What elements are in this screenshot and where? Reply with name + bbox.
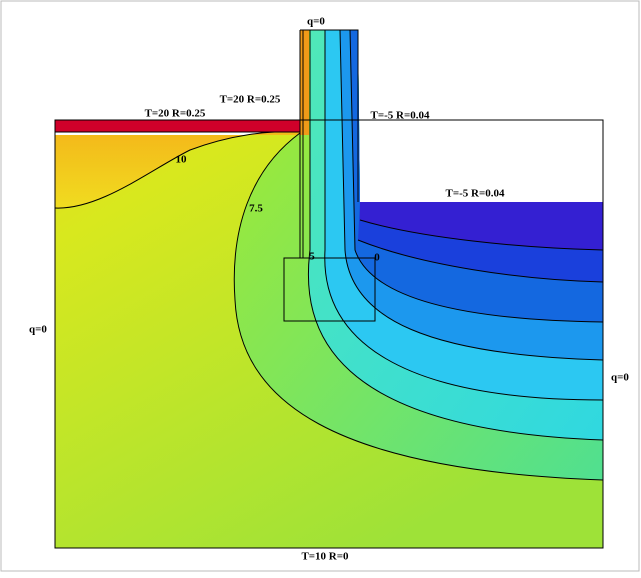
contour-label: 5 <box>309 251 315 263</box>
boundary-label: T=10 R=0 <box>301 551 349 563</box>
boundary-label: T=20 R=0.25 <box>220 94 281 106</box>
diagram: q=0 T=20 R=0.25 T=20 R=0.25 T=-5 R=0.04 … <box>0 0 641 573</box>
contour-label: 0 <box>374 252 380 264</box>
boundary-label: q=0 <box>611 372 629 384</box>
contour-label: 7.5 <box>249 203 263 215</box>
boundary-label: q=0 <box>29 324 47 336</box>
contour-label: 10 <box>176 154 188 166</box>
boundary-label: T=-5 R=0.04 <box>371 110 430 122</box>
floor-slab <box>55 120 300 132</box>
boundary-label: T=20 R=0.25 <box>145 108 206 120</box>
boundary-label: q=0 <box>307 16 325 28</box>
wall-inner-layer <box>300 30 309 135</box>
boundary-label: T=-5 R=0.04 <box>446 188 505 200</box>
